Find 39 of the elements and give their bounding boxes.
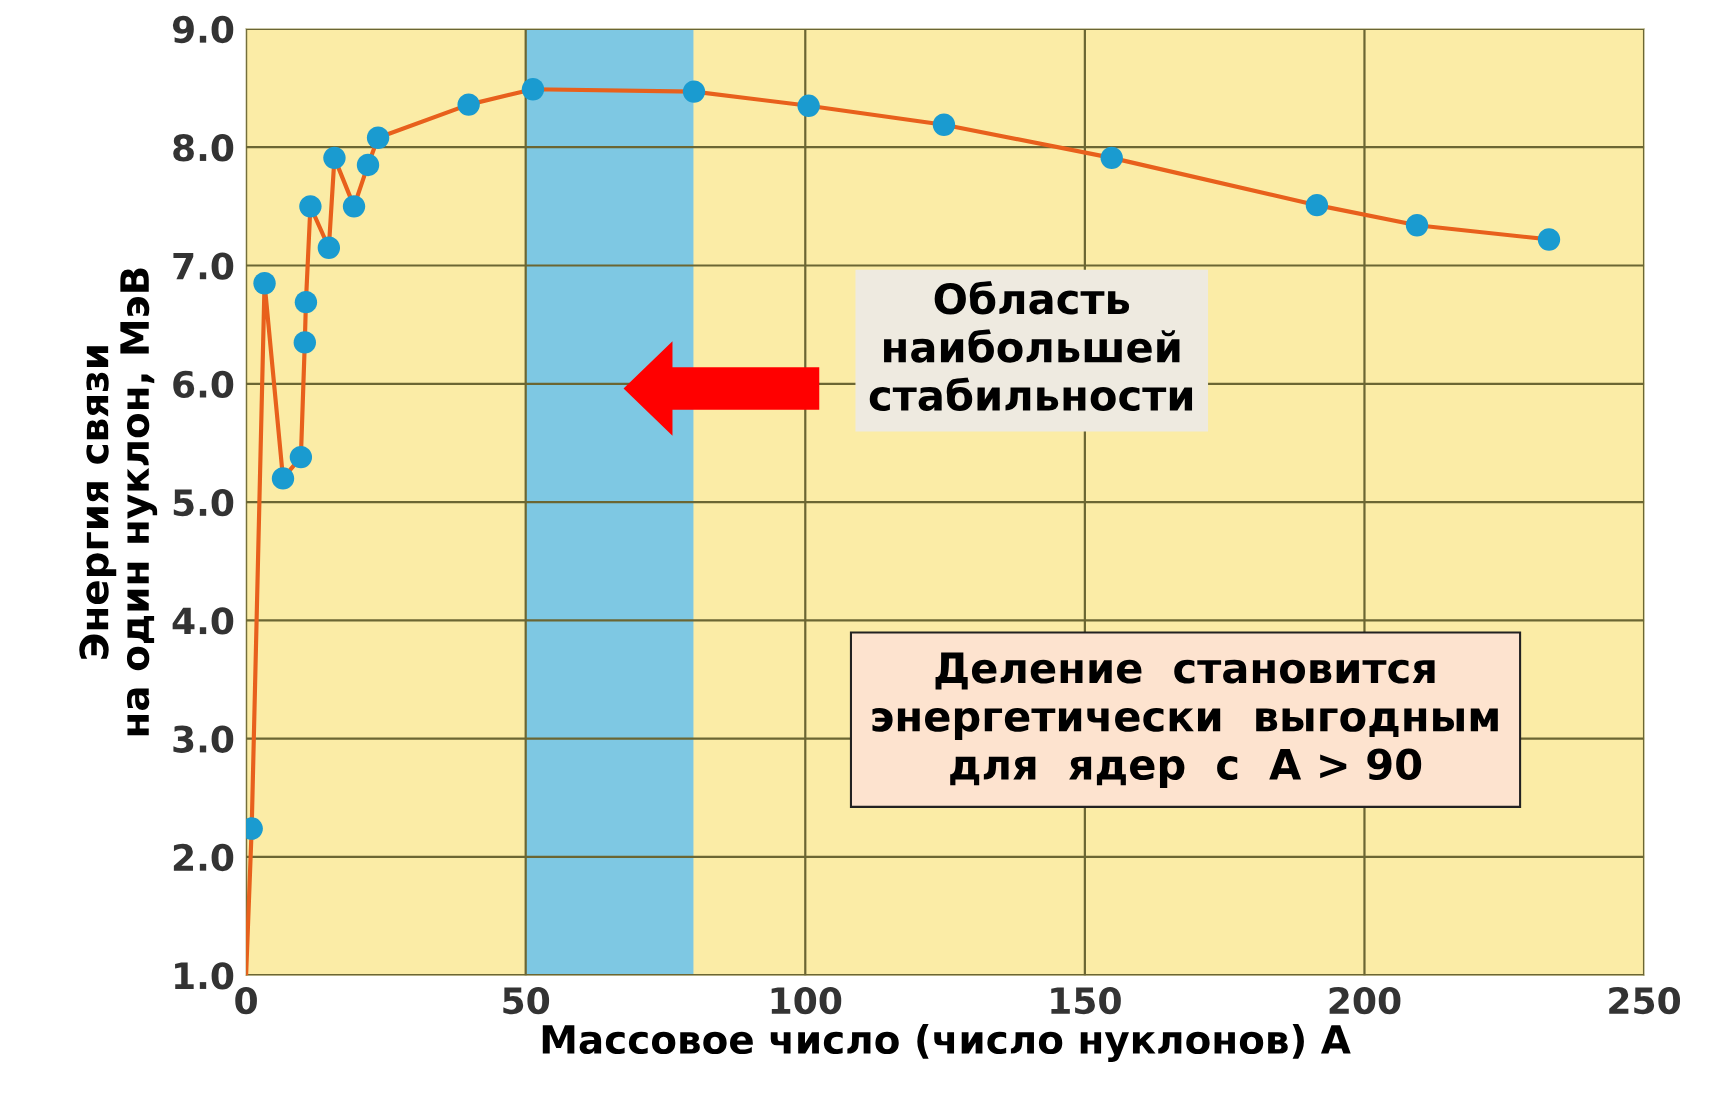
point xyxy=(521,78,545,101)
y-tick-label: 9.0 xyxy=(172,15,234,44)
x-tick-label: 250 xyxy=(1609,986,1681,1015)
y-tick-label: 8.0 xyxy=(173,134,234,162)
point xyxy=(289,445,313,469)
annotation: Деление становится энергетически выгодным для ядер с A > 90 xyxy=(872,652,1498,789)
point xyxy=(1537,228,1561,251)
point xyxy=(271,467,295,490)
y-tick-label: 2.0 xyxy=(173,843,234,872)
point xyxy=(366,126,390,149)
x-tick-label: 0 xyxy=(235,986,257,1015)
y-tick-label: 5.0 xyxy=(173,488,234,517)
x-tick-label: 150 xyxy=(1051,986,1121,1015)
y-tick-label: 1.0 xyxy=(175,962,234,990)
x-tick-label: 100 xyxy=(771,986,842,1015)
x-tick-label: 50 xyxy=(503,986,550,1015)
y-axis-title: Энергия связи на один нуклон, МэВ xyxy=(79,268,158,736)
annotation: Область наибольшей стабильности xyxy=(869,280,1193,411)
point xyxy=(293,331,317,354)
y-tick-label: 3.0 xyxy=(173,725,234,753)
point xyxy=(317,236,341,259)
y-tick-label: 7.0 xyxy=(173,252,234,280)
y-tick-label: 4.0 xyxy=(172,607,234,635)
x-axis-title: Массовое число (число нуклонов) A xyxy=(542,1024,1351,1062)
point xyxy=(797,94,820,117)
point xyxy=(294,290,318,314)
y-tick-label: 6.0 xyxy=(173,370,234,399)
point xyxy=(1305,193,1329,217)
point xyxy=(682,80,706,103)
point xyxy=(253,272,276,295)
point xyxy=(323,146,346,170)
x-tick-label: 200 xyxy=(1329,986,1401,1015)
point xyxy=(457,93,480,116)
point xyxy=(299,195,322,218)
point xyxy=(1100,146,1123,170)
point xyxy=(1405,214,1429,237)
point xyxy=(932,113,956,136)
point xyxy=(342,195,366,218)
point xyxy=(356,153,380,177)
